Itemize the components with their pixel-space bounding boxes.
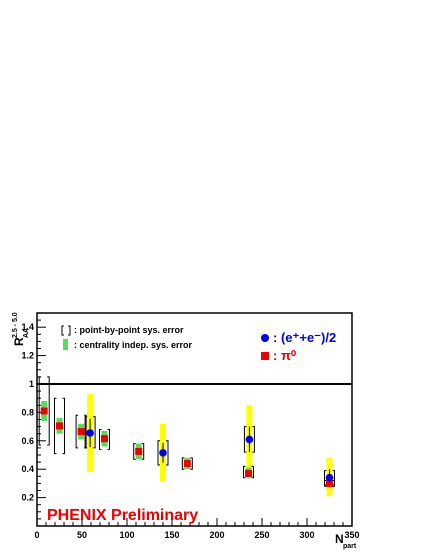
- x-axis-label: N: [335, 532, 344, 546]
- x-tick-label: 200: [209, 530, 224, 540]
- x-tick-label: 300: [299, 530, 314, 540]
- electron-data-point: [325, 473, 334, 482]
- legend-electron-marker: [261, 334, 269, 342]
- bracket-layer: [38, 376, 335, 487]
- x-axis-label-sub: part: [343, 543, 357, 550]
- pion-sys-bracket: [54, 397, 65, 455]
- pion-data-point: [56, 422, 63, 430]
- pion-sys-bracket: [243, 465, 254, 479]
- y-tick-label: 1.2: [21, 351, 34, 361]
- x-tick-label: 250: [254, 530, 269, 540]
- pion-data-point: [135, 447, 143, 455]
- electron-sys-bracket: [157, 440, 169, 466]
- pion-sys-bracket: [99, 428, 110, 450]
- pion-data-point: [245, 469, 252, 477]
- legend-bracket-icon: [61, 325, 71, 336]
- electron-sys-bracket: [84, 416, 96, 449]
- y-tick-label: 0.6: [21, 436, 34, 446]
- electron-sys-bracket: [324, 470, 335, 486]
- pion-data-point: [101, 435, 108, 443]
- y-axis-label: R: [12, 337, 26, 346]
- y-axis-title: R AA 2.5 - 5.0: [12, 312, 30, 346]
- pion-data-point: [183, 460, 191, 468]
- electron-data-point: [159, 449, 167, 457]
- y-tick-label: 0.2: [21, 493, 34, 503]
- pion-data-point: [77, 428, 85, 436]
- electron-data-point: [245, 435, 254, 444]
- x-tick-label: 100: [119, 530, 134, 540]
- x-tick-label: 350: [344, 530, 359, 540]
- y-tick-label: 1.4: [21, 322, 34, 332]
- pion-sys-bracket: [38, 376, 50, 446]
- y-tick-label: 0.4: [21, 464, 34, 474]
- x-tick-label: 0: [34, 530, 39, 540]
- electron-data-point: [86, 429, 94, 437]
- x-axis: 0 50 100 150 200 250 300 350: [34, 518, 360, 540]
- pion-sys-bracket: [181, 457, 193, 470]
- syst-legend: : point-by-point sys. error : centrality…: [61, 325, 193, 350]
- legend-point-by-point-label: : point-by-point sys. error: [74, 325, 184, 335]
- points-layer: [40, 407, 334, 487]
- phenix-preliminary-watermark: PHENIX Preliminary: [47, 507, 198, 524]
- y-tick-label: 0.8: [21, 407, 34, 417]
- series-legend: : (e⁺+e⁻)/2 : π⁰: [261, 330, 336, 363]
- legend-pion-label: : π⁰: [273, 348, 297, 363]
- y-axis-label-sup: 2.5 - 5.0: [12, 312, 19, 338]
- y-tick-label: 1: [29, 379, 34, 389]
- pion-sys-bracket: [133, 443, 145, 460]
- legend-centrality-label: : centrality indep. sys. error: [74, 340, 193, 350]
- y-axis: 0.2 0.4 0.6 0.8 1 1.2 1.4: [21, 319, 46, 520]
- pion-data-point: [40, 407, 48, 415]
- legend-pion-marker: [261, 352, 269, 360]
- electron-sys-bracket: [243, 426, 255, 453]
- x-tick-label: 50: [77, 530, 87, 540]
- x-tick-label: 150: [164, 530, 179, 540]
- y-axis-label-sub: AA: [23, 328, 30, 338]
- legend-centrality-swatch: [63, 339, 68, 350]
- legend-electron-label: : (e⁺+e⁻)/2: [273, 330, 336, 345]
